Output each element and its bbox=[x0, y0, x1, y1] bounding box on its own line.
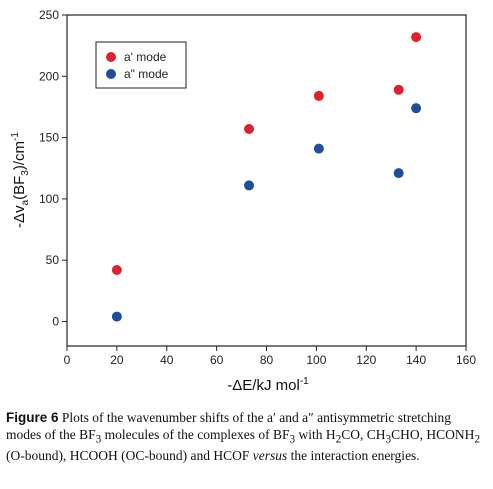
x-tick-label: 60 bbox=[210, 353, 224, 367]
caption-figure-label: Figure 6 bbox=[6, 410, 59, 425]
caption-italic: versus bbox=[252, 447, 288, 463]
data-point-a-prime bbox=[244, 124, 255, 135]
x-axis-title-main: -ΔE/kJ mol bbox=[227, 377, 300, 394]
data-point-a-prime bbox=[393, 84, 404, 95]
x-axis-ticks: 0 20 40 60 80 100 120 140 160 bbox=[64, 346, 476, 367]
legend-box bbox=[95, 41, 187, 89]
x-tick-label: 160 bbox=[456, 353, 476, 367]
caption-sub-2: 3 bbox=[289, 433, 296, 446]
data-points bbox=[111, 32, 422, 322]
x-axis-title-sup: -1 bbox=[300, 376, 309, 387]
caption-text-3: with H bbox=[295, 426, 336, 442]
y-tick-label: 250 bbox=[39, 8, 59, 22]
y-tick-label: 200 bbox=[39, 69, 59, 83]
y-axis-ticks: 0 50 100 150 200 250 bbox=[39, 8, 67, 328]
x-tick-label: 80 bbox=[260, 353, 274, 367]
data-point-a-double-prime bbox=[111, 311, 122, 322]
x-tick-label: 140 bbox=[406, 353, 426, 367]
caption-text-4: CO, CH bbox=[341, 426, 386, 442]
y-title-part2: (BF bbox=[11, 176, 28, 200]
y-title-part3: )/cm bbox=[11, 141, 28, 170]
data-point-a-double-prime bbox=[313, 143, 324, 154]
legend: a' mode a" mode bbox=[95, 41, 187, 89]
legend-marker-a-double-prime bbox=[106, 69, 116, 79]
x-tick-label: 100 bbox=[306, 353, 326, 367]
caption-sub-1: 3 bbox=[95, 433, 102, 446]
caption-sub-5: 2 bbox=[474, 433, 480, 446]
y-axis-title: -Δva(BF3)/cm-1 bbox=[10, 132, 31, 228]
caption-sub-3: 2 bbox=[335, 433, 342, 446]
x-tick-label: 20 bbox=[110, 353, 124, 367]
y-tick-label: 0 bbox=[52, 314, 59, 328]
x-tick-label: 40 bbox=[160, 353, 174, 367]
x-tick-label: 0 bbox=[64, 353, 71, 367]
y-title-sup: -1 bbox=[10, 132, 21, 141]
legend-label-a-double-prime: a" mode bbox=[124, 67, 169, 81]
caption-text-1: Plots of the wavenumber shifts of the a′… bbox=[6, 410, 451, 442]
y-title-sub-3: 3 bbox=[20, 170, 31, 176]
data-point-a-double-prime bbox=[244, 180, 255, 191]
caption-text-6: (O-bound), HCOOH (OC-bound) and HCOF bbox=[6, 447, 253, 463]
data-point-a-double-prime bbox=[411, 103, 422, 114]
scatter-chart: 0 20 40 60 80 100 120 140 160 0 50 100 150 200 250 a'… bbox=[10, 8, 476, 394]
data-point-a-double-prime bbox=[393, 168, 404, 179]
data-point-a-prime bbox=[313, 90, 324, 101]
y-title-part1: -Δv bbox=[11, 205, 28, 228]
data-point-a-prime bbox=[111, 264, 122, 275]
caption-sub-4: 3 bbox=[385, 433, 392, 446]
caption-text-2: molecules of the complexes of BF bbox=[101, 426, 290, 442]
y-title-sub-a: a bbox=[20, 199, 31, 205]
x-tick-label: 120 bbox=[356, 353, 376, 367]
legend-marker-a-prime bbox=[106, 52, 116, 62]
caption-text-7: the interaction energies. bbox=[287, 447, 420, 463]
legend-label-a-prime: a' mode bbox=[124, 50, 167, 64]
figure-caption: Figure 6 Plots of the wavenumber shifts … bbox=[6, 410, 488, 464]
y-tick-label: 50 bbox=[46, 253, 60, 267]
caption-text-5: CHO, HCONH bbox=[391, 426, 475, 442]
y-tick-label: 100 bbox=[39, 192, 59, 206]
data-point-a-prime bbox=[411, 32, 422, 43]
y-tick-label: 150 bbox=[39, 131, 59, 145]
x-axis-title: -ΔE/kJ mol-1 bbox=[227, 376, 309, 394]
